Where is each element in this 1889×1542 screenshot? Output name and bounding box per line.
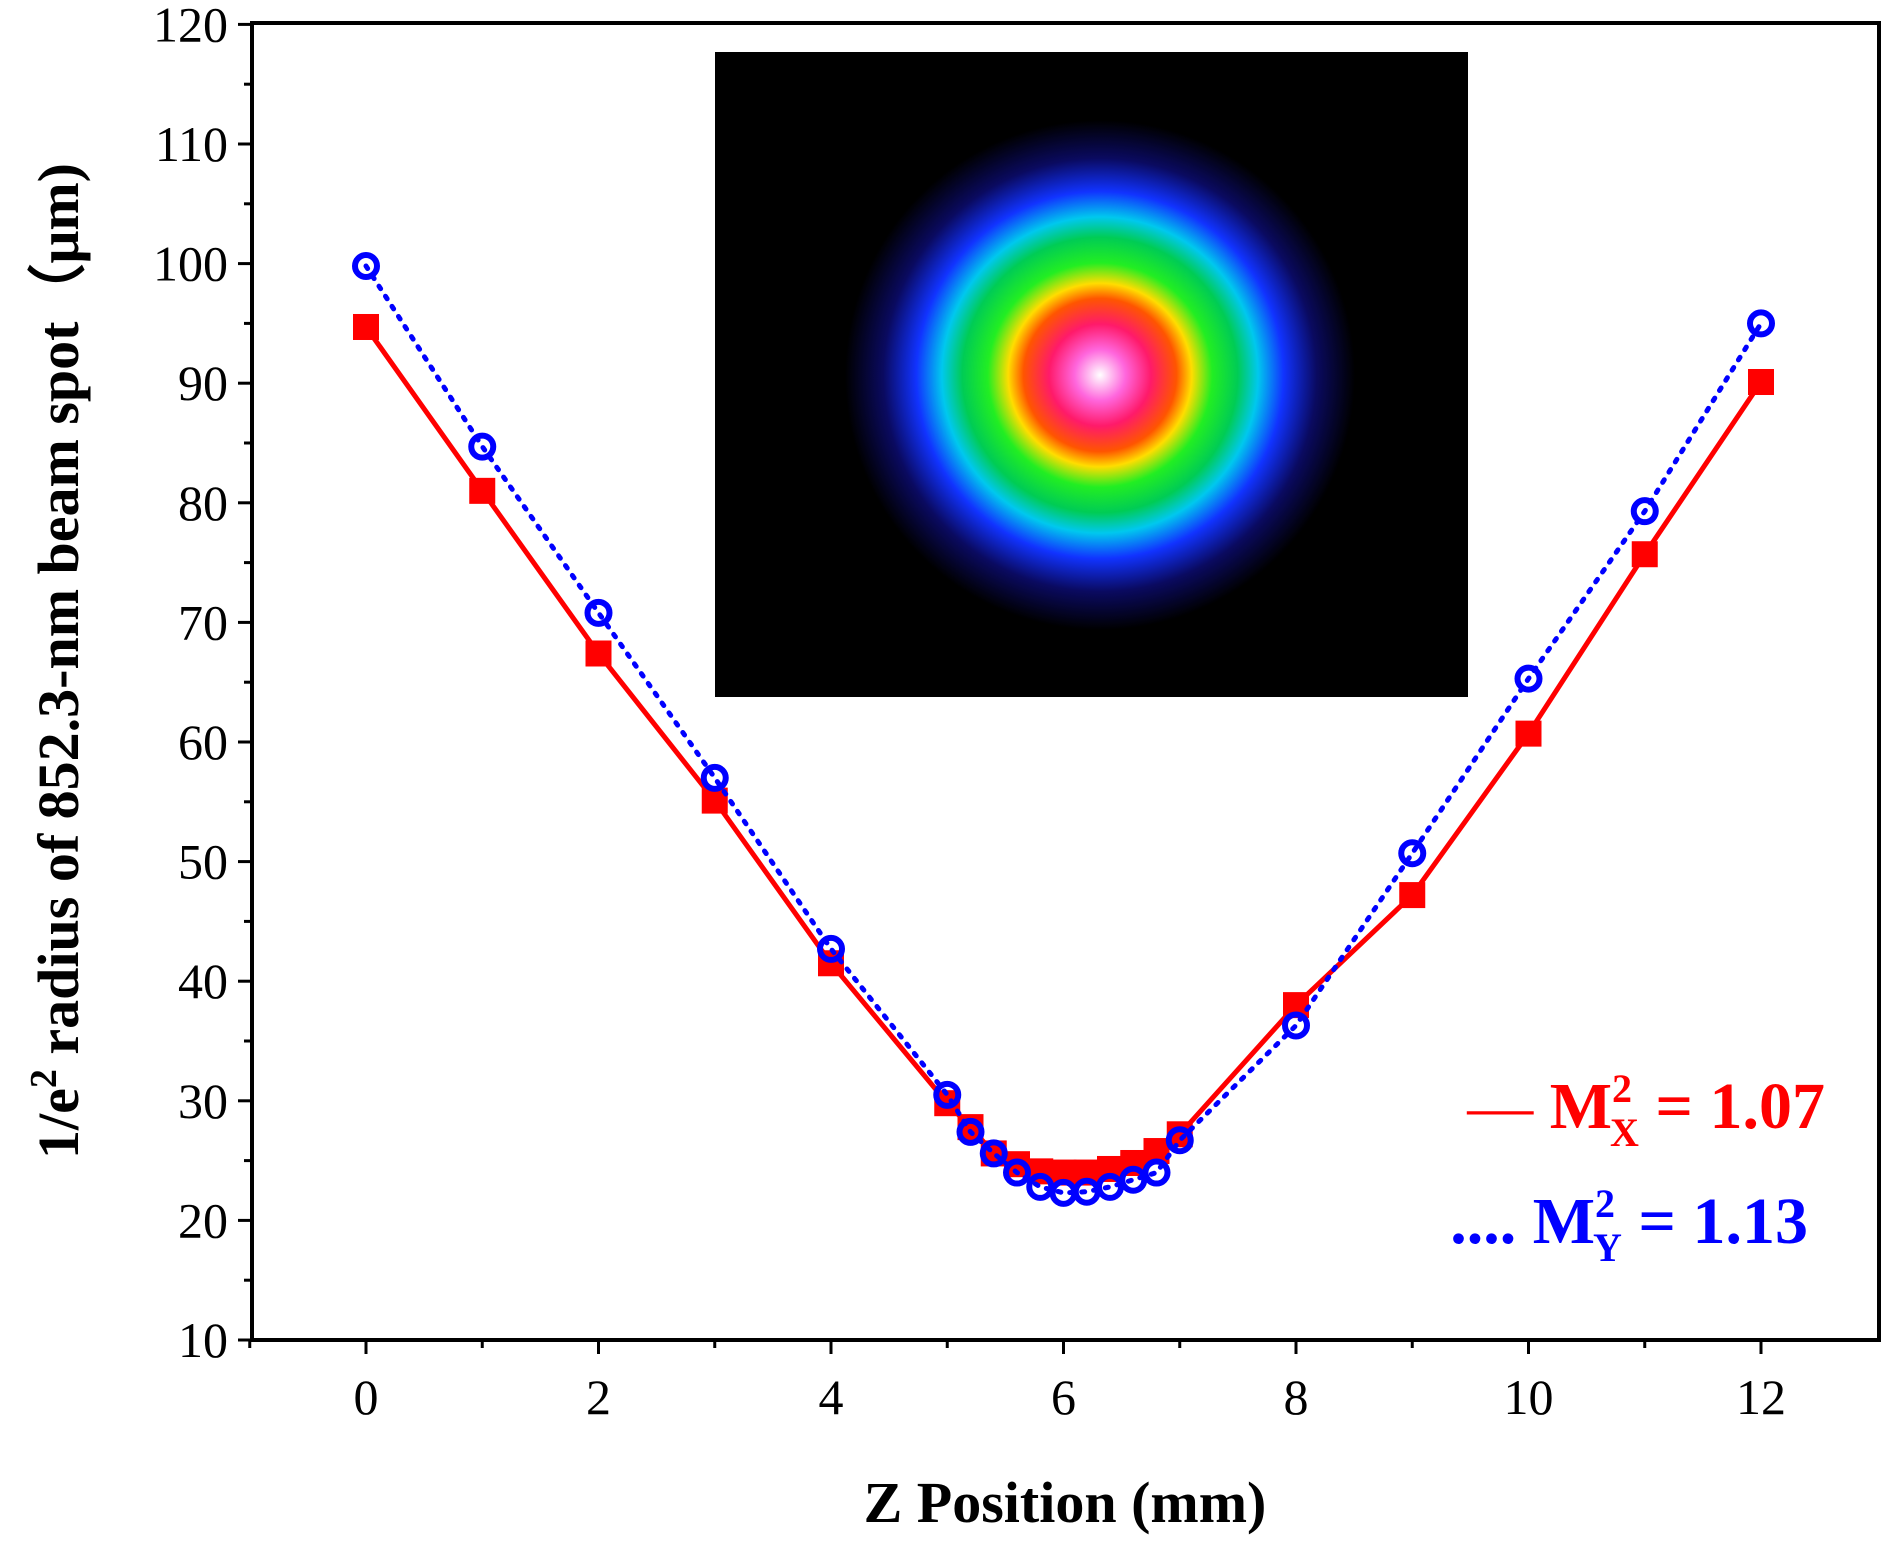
y-tick-label: 100 xyxy=(153,236,228,292)
series-y-point xyxy=(700,763,729,792)
y-axis-title-sup: 2 xyxy=(23,1069,65,1088)
y-tick-label: 40 xyxy=(178,953,228,1009)
series-y-point xyxy=(1165,1126,1194,1155)
series-y-point xyxy=(1142,1158,1171,1187)
legend-x-sup: 2 xyxy=(1612,1066,1632,1111)
series-x-point xyxy=(1399,882,1426,909)
series-y-point xyxy=(584,598,613,627)
y-tick-label: 120 xyxy=(153,0,228,52)
series-y-point xyxy=(468,432,497,461)
series-y-point xyxy=(1096,1172,1124,1201)
series-y-line xyxy=(363,263,1764,1196)
legend-y-prefix: .... xyxy=(1450,1185,1516,1258)
y-tick-label: 70 xyxy=(178,594,228,650)
legend-x-value: = 1.07 xyxy=(1639,1070,1825,1143)
x-tick-label: 0 xyxy=(354,1369,379,1425)
y-axis-title-main: 1/e xyxy=(26,1088,91,1159)
legend-y: .... M2 Y = 1.13 xyxy=(1450,1181,1808,1270)
series-y-point xyxy=(1282,1011,1310,1040)
series-y-point xyxy=(1398,839,1427,868)
y-tick-label: 50 xyxy=(178,834,228,890)
y-tick-label: 80 xyxy=(178,475,228,531)
series-y-point xyxy=(1747,309,1775,338)
x-tick-label: 2 xyxy=(586,1369,611,1425)
series-x-point xyxy=(1748,369,1774,396)
y-tick-label: 90 xyxy=(178,355,228,411)
legend-y-sub: Y xyxy=(1593,1225,1622,1270)
y-tick-label: 10 xyxy=(178,1312,228,1368)
legend-y-gap xyxy=(1516,1185,1533,1258)
x-tick-label: 4 xyxy=(819,1369,844,1425)
series-layer xyxy=(352,251,1775,1207)
beam-spot xyxy=(845,120,1355,630)
plot-frame xyxy=(250,21,1881,1342)
series-y-point xyxy=(979,1139,1008,1168)
beam-spot-inset xyxy=(715,52,1468,697)
y-tick-label: 30 xyxy=(178,1073,228,1129)
series-y-point xyxy=(352,251,380,280)
series-y-point xyxy=(1514,664,1543,693)
legend-x-sub: X xyxy=(1610,1110,1639,1155)
y-tick-label: 110 xyxy=(155,116,228,172)
series-y xyxy=(352,251,1775,1207)
series-y-point xyxy=(933,1080,962,1109)
x-tick-label: 6 xyxy=(1051,1369,1076,1425)
x-tick-label: 10 xyxy=(1504,1369,1554,1425)
legend-x-label: M xyxy=(1550,1070,1612,1143)
legend-x: — M2 X = 1.07 xyxy=(1466,1066,1825,1155)
legend-y-sup: 2 xyxy=(1595,1181,1615,1226)
series-x-point xyxy=(469,477,496,504)
x-tick-label: 12 xyxy=(1736,1369,1786,1425)
series-x-point xyxy=(1515,720,1542,747)
series-x-point xyxy=(353,313,379,340)
series-x-point xyxy=(1631,541,1658,568)
series-y-point xyxy=(1630,497,1659,526)
legend-x-prefix: — xyxy=(1466,1070,1534,1143)
series-y-point xyxy=(1003,1158,1031,1187)
y-axis-title: 1/e2 radius of 852.3-nm beam spot（μm) xyxy=(23,163,91,1159)
series-y-point xyxy=(956,1117,985,1146)
x-axis-title: Z Position (mm) xyxy=(864,1470,1267,1535)
legend-y-value: = 1.13 xyxy=(1622,1185,1808,1258)
series-x-point xyxy=(585,640,612,667)
y-tick-label: 20 xyxy=(178,1192,228,1248)
series-y-point xyxy=(817,934,845,963)
series-y-point xyxy=(1119,1165,1148,1194)
legend-y-label: M xyxy=(1533,1185,1595,1258)
legend: — M2 X = 1.07 .... M2 Y = 1.13 xyxy=(1450,1066,1825,1270)
y-tick-label: 60 xyxy=(178,714,228,770)
x-tick-label: 8 xyxy=(1284,1369,1309,1425)
axis-tick-labels: 0 2 4 6 8 10 12 10 20 30 40 50 60 70 80 90 100 110 120 xyxy=(153,0,1786,1425)
y-axis-title-rest: radius of 852.3-nm beam spot（μm) xyxy=(26,163,91,1069)
legend-x-gap xyxy=(1533,1070,1550,1143)
